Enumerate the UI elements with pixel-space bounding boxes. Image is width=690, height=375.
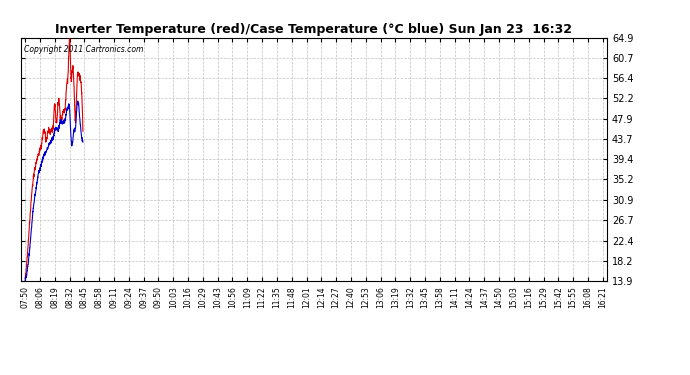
Text: Copyright 2011 Cartronics.com: Copyright 2011 Cartronics.com xyxy=(23,45,143,54)
Title: Inverter Temperature (red)/Case Temperature (°C blue) Sun Jan 23  16:32: Inverter Temperature (red)/Case Temperat… xyxy=(55,23,573,36)
